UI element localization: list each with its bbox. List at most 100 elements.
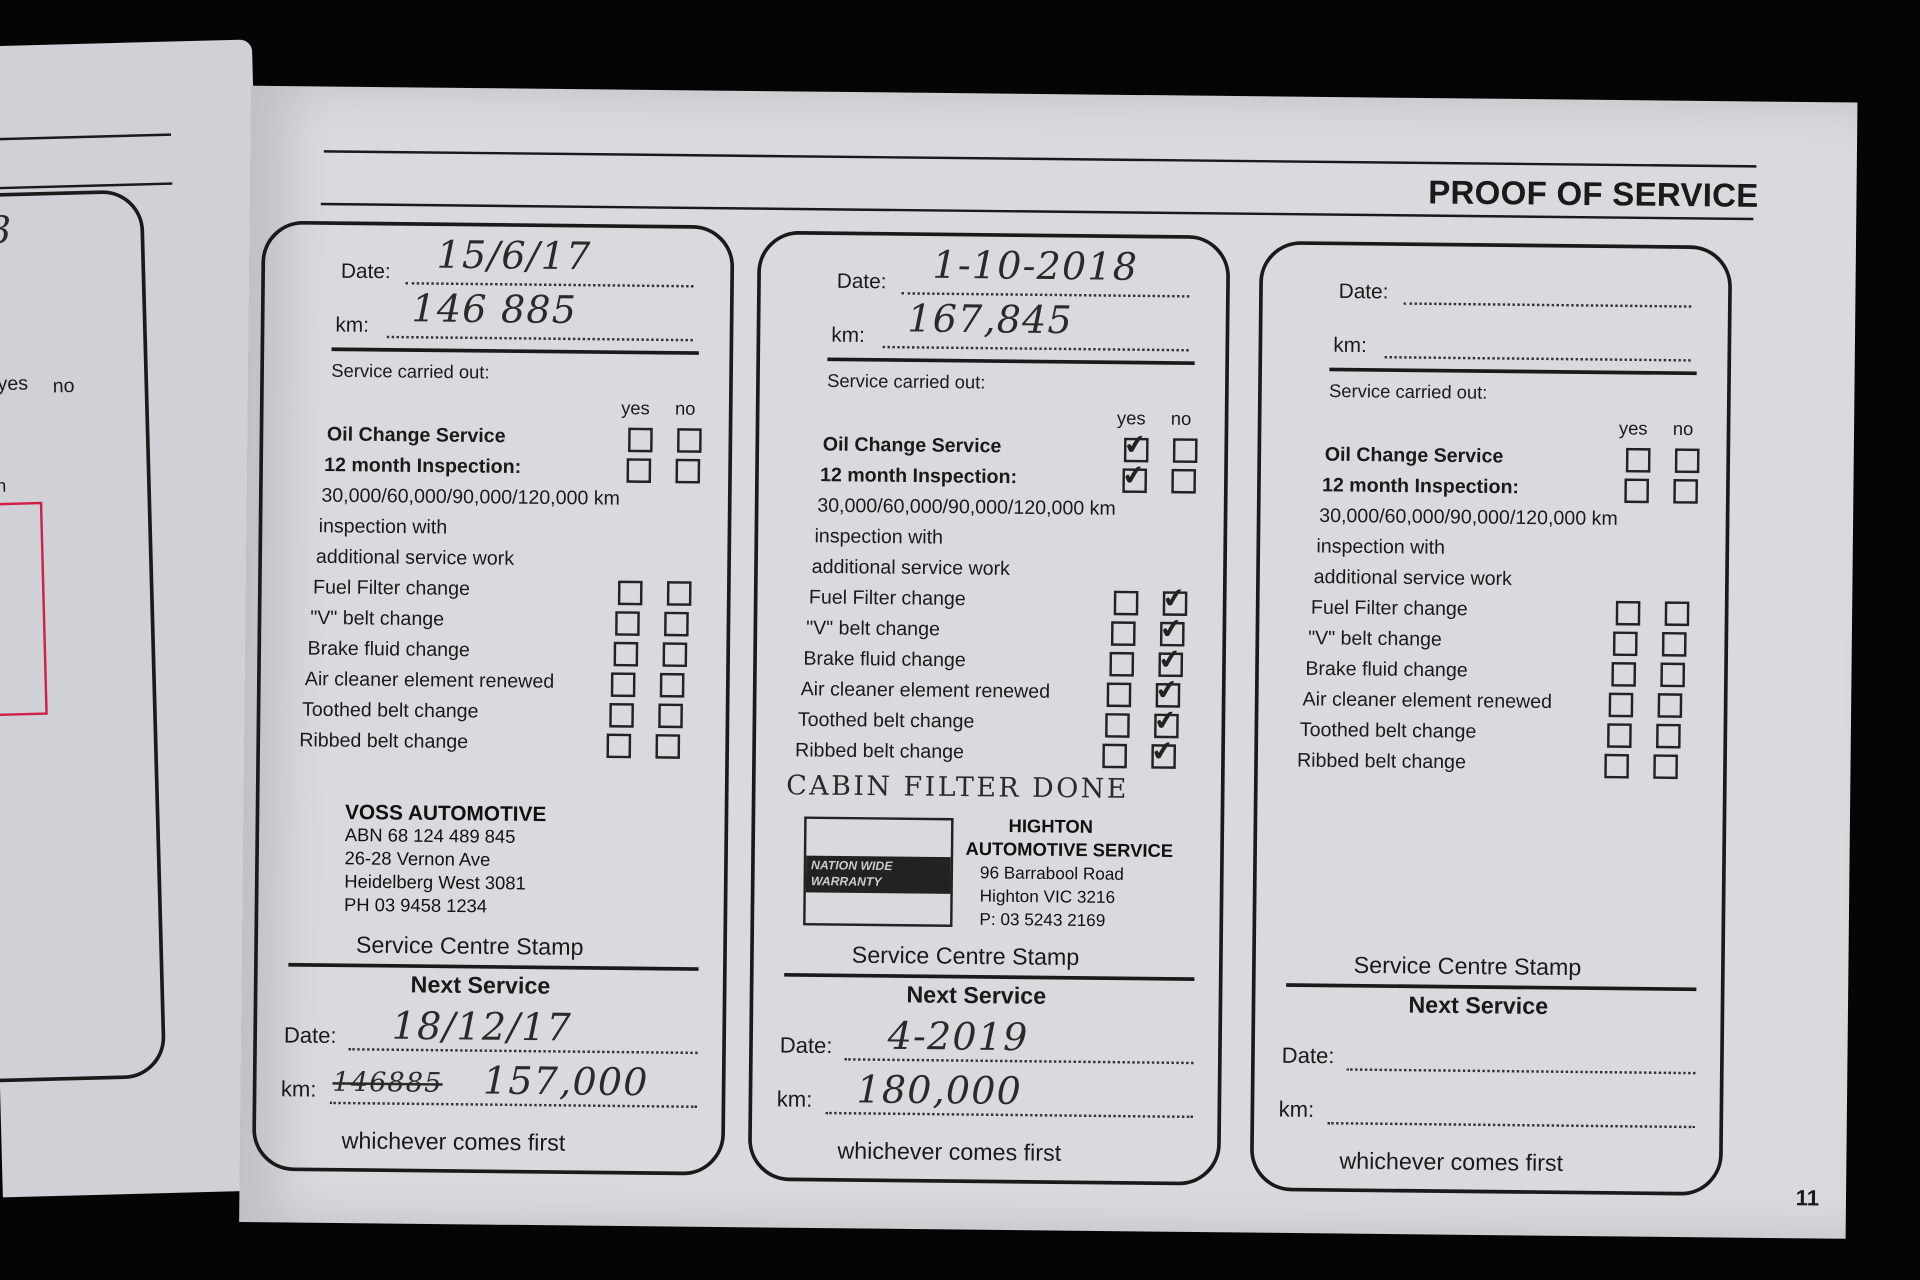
- service-item: Oil Change Service: [822, 434, 1002, 458]
- yes-checkbox[interactable]: [1102, 743, 1128, 769]
- checkmark-icon: ✔: [1122, 429, 1149, 463]
- service-item: "V" belt change: [310, 608, 445, 631]
- no-checkbox[interactable]: [1172, 438, 1198, 463]
- yes-checkbox[interactable]: [608, 702, 634, 728]
- left-card: 3 yes no km: [0, 189, 167, 1084]
- yes-checkbox[interactable]: [1608, 692, 1634, 718]
- km-value: 146 885: [411, 287, 578, 333]
- next-date-value: 18/12/17: [391, 1004, 573, 1051]
- left-red-box: [0, 501, 48, 717]
- no-checkbox[interactable]: [657, 703, 683, 729]
- service-item: Ribbed belt change: [299, 730, 469, 753]
- service-item: Air cleaner element renewed: [800, 679, 1051, 703]
- stamp-line: PH 03 9458 1234: [343, 894, 488, 918]
- next-date-value: 4-2019: [887, 1014, 1029, 1061]
- no-checkbox[interactable]: [661, 642, 687, 668]
- service-carried-out-label: Service carried out:: [827, 370, 986, 394]
- yes-checkbox[interactable]: [1106, 682, 1132, 708]
- yes-checkbox[interactable]: [1104, 713, 1130, 738]
- km-dots: [386, 335, 693, 342]
- yes-checkbox[interactable]: [625, 458, 651, 483]
- left-handwritten: 3: [0, 208, 14, 254]
- yes-checkbox[interactable]: [1606, 723, 1632, 748]
- yes-checkbox[interactable]: [615, 611, 640, 636]
- yes-checkbox[interactable]: [628, 427, 653, 453]
- yes-checkbox[interactable]: [1610, 662, 1636, 687]
- yes-checkbox[interactable]: [1110, 621, 1136, 647]
- service-card: Date: km: Service carried out: yes no Oil Cha…: [1249, 240, 1733, 1196]
- stamp-line: 26-28 Vernon Ave: [344, 848, 491, 871]
- km-dots: [1384, 355, 1691, 362]
- yes-checkbox[interactable]: [1623, 478, 1649, 504]
- service-item: Toothed belt change: [301, 699, 479, 723]
- service-item: 12 month Inspection:: [324, 455, 522, 478]
- next-service-label: Next Service: [410, 972, 551, 1000]
- no-checkbox[interactable]: [1674, 448, 1700, 474]
- stamp-line: Heidelberg West 3081: [344, 871, 526, 895]
- left-km: km: [0, 475, 7, 498]
- service-item: inspection with: [814, 526, 944, 549]
- no-checkbox[interactable]: [1672, 478, 1698, 504]
- checkmark-icon: ✔: [1155, 643, 1183, 678]
- next-service-label: Next Service: [906, 982, 1047, 1011]
- no-checkbox[interactable]: [664, 611, 689, 637]
- yes-checkbox[interactable]: [1615, 600, 1640, 626]
- stamp-line: ABN 68 124 489 845: [344, 825, 516, 848]
- service-item: Ribbed belt change: [1296, 750, 1467, 774]
- stamp-rule: [784, 972, 1195, 981]
- yes-checkbox[interactable]: [610, 672, 636, 698]
- km-label: km:: [335, 313, 370, 337]
- km-value: 167,845: [907, 297, 1074, 343]
- next-km-value: 180,000: [856, 1068, 1023, 1114]
- yes-checkbox[interactable]: [1113, 590, 1138, 616]
- yes-checkbox[interactable]: [1625, 447, 1651, 473]
- service-item: 30,000/60,000/90,000/120,000 km: [1319, 505, 1618, 530]
- no-checkbox[interactable]: [1657, 693, 1683, 718]
- header-rule-top: [323, 150, 1757, 168]
- date-value: 1-10-2018: [932, 243, 1139, 290]
- next-km-label: km:: [1278, 1096, 1315, 1122]
- service-item: Brake fluid change: [307, 638, 470, 662]
- yes-checkbox[interactable]: [612, 641, 638, 667]
- yes-label: yes: [1116, 408, 1146, 430]
- service-item: Ribbed belt change: [795, 740, 965, 764]
- left-no: no: [52, 376, 75, 398]
- yes-checkbox[interactable]: [1612, 631, 1638, 657]
- no-checkbox[interactable]: [1170, 468, 1196, 494]
- next-km-label: km:: [776, 1086, 813, 1112]
- service-card: Date: 1-10-2018 km: 167,845 Service carried …: [747, 230, 1231, 1186]
- km-label: km:: [831, 323, 865, 347]
- rule: [0, 133, 172, 141]
- no-checkbox[interactable]: [1661, 631, 1687, 657]
- no-checkbox[interactable]: [677, 428, 702, 453]
- no-checkbox[interactable]: [1653, 754, 1678, 780]
- date-value: 15/6/17: [436, 233, 592, 280]
- yes-checkbox[interactable]: [1108, 651, 1134, 677]
- handwritten-note: CABIN FILTER DONE: [786, 770, 1130, 806]
- stamp-line: 96 Barrabool Road: [979, 862, 1124, 884]
- service-item: Toothed belt change: [797, 709, 975, 733]
- warranty-logo-stamp: NATION WIDE WARRANTY: [803, 816, 954, 927]
- warranty-logo-text: NATION WIDE WARRANTY: [805, 855, 951, 894]
- service-centre-stamp-label: Service Centre Stamp: [851, 943, 1080, 972]
- section-rule: [827, 357, 1195, 366]
- no-checkbox[interactable]: [1655, 723, 1681, 749]
- stamp-line: HIGHTON: [1008, 816, 1094, 838]
- service-item: Fuel Filter change: [313, 577, 471, 600]
- service-item: "V" belt change: [806, 618, 941, 641]
- checkmark-icon: ✔: [1160, 582, 1187, 616]
- no-checkbox[interactable]: [1664, 601, 1689, 627]
- yes-checkbox[interactable]: [1604, 753, 1630, 779]
- no-checkbox[interactable]: [659, 672, 685, 698]
- no-checkbox[interactable]: [655, 734, 681, 759]
- yes-checkbox[interactable]: [606, 733, 632, 759]
- no-checkbox[interactable]: [1659, 662, 1685, 688]
- service-item: 12 month Inspection:: [1321, 475, 1520, 499]
- no-checkbox[interactable]: [674, 458, 700, 484]
- yes-checkbox[interactable]: [617, 580, 642, 606]
- checkmark-icon: ✔: [1158, 613, 1185, 647]
- service-centre-stamp-label: Service Centre Stamp: [1353, 953, 1582, 982]
- no-checkbox[interactable]: [666, 581, 691, 606]
- next-km-struck: 146885: [332, 1067, 443, 1100]
- next-service-label: Next Service: [1408, 992, 1549, 1021]
